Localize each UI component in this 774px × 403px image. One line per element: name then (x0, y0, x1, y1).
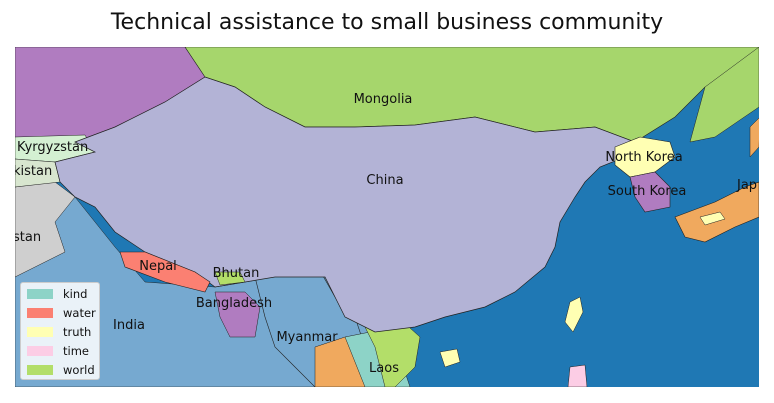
label-laos: Laos (369, 361, 399, 376)
legend-item-time: time (27, 344, 99, 358)
hainan-region (439, 348, 461, 368)
legend-item-truth: truth (27, 325, 99, 339)
legend-item-water: water (27, 306, 99, 320)
north-korea-region (614, 136, 676, 178)
legend-label-truth: truth (63, 325, 92, 339)
japan-island-1 (749, 117, 759, 158)
label-mongolia: Mongolia (354, 92, 413, 107)
legend-label-time: time (63, 344, 89, 358)
label-nepal: Nepal (139, 259, 177, 274)
label-china: China (366, 173, 403, 188)
bhutan-region (214, 271, 246, 286)
map-title: Technical assistance to small business c… (110, 10, 664, 35)
south-korea-region (629, 171, 671, 213)
legend-label-water: water (63, 306, 96, 320)
legend-label-kind: kind (63, 287, 88, 301)
russia-east (689, 47, 759, 143)
label-kyrgyzstan: Kyrgyzstan (17, 140, 88, 155)
china-region (54, 76, 636, 333)
label-bhutan: Bhutan (213, 266, 260, 281)
japan-island-2 (699, 211, 726, 226)
philippines-region (567, 364, 588, 387)
legend-swatch-water (27, 308, 53, 318)
taiwan-region (564, 296, 584, 333)
label-stan: stan (15, 230, 41, 245)
label-myanmar: Myanmar (276, 330, 338, 345)
label-india: India (113, 318, 145, 333)
legend-item-kind: kind (27, 287, 99, 301)
label-kistan: kistan (15, 164, 52, 179)
map-area: Mongolia Kyrgyzstan kistan stan China No… (15, 47, 759, 387)
label-north-korea: North Korea (605, 150, 682, 165)
label-japan: Jap (736, 178, 757, 193)
legend-swatch-world (27, 365, 53, 375)
bangladesh-region (214, 291, 261, 338)
legend: kind water truth time world (20, 282, 100, 380)
legend-swatch-kind (27, 289, 53, 299)
legend-swatch-truth (27, 327, 53, 337)
legend-swatch-time (27, 346, 53, 356)
label-south-korea: South Korea (608, 184, 687, 199)
legend-item-world: world (27, 363, 99, 377)
nepal-region (119, 251, 211, 293)
label-bangladesh: Bangladesh (196, 296, 272, 311)
legend-label-world: world (63, 363, 95, 377)
japan-region (674, 181, 759, 243)
